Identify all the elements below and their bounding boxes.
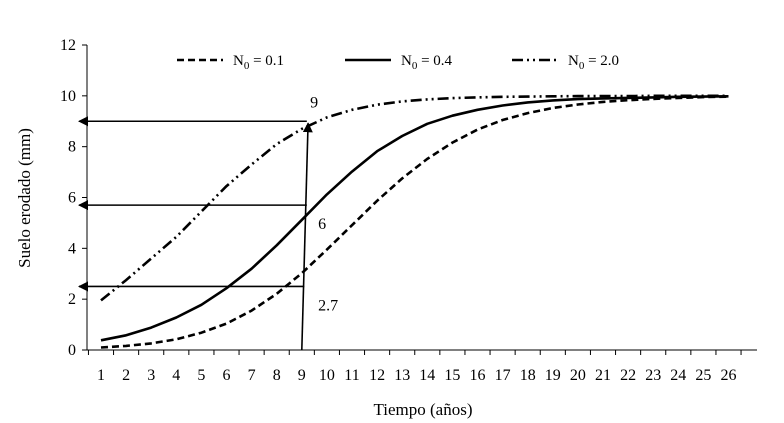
- x-tick-label: 20: [570, 367, 586, 384]
- y-tick-label: 2: [68, 291, 76, 308]
- x-tick-label: 17: [495, 367, 511, 384]
- y-tick-label: 12: [60, 37, 76, 54]
- x-tick-label: 12: [369, 367, 385, 384]
- x-tick-label: 26: [721, 367, 737, 384]
- series-line-2: [100, 95, 729, 342]
- legend-label-2: N0 = 0.4: [401, 53, 453, 72]
- x-tick-label: 6: [223, 367, 231, 384]
- x-tick-label: 19: [545, 367, 561, 384]
- x-tick-label: 3: [147, 367, 155, 384]
- x-tick-label: 2: [122, 367, 130, 384]
- legend: N0 = 0.1 N0 = 0.4 N0 = 2.0: [177, 53, 619, 72]
- annotation-label-1: 9: [310, 94, 318, 111]
- x-tick-label: 15: [444, 367, 460, 384]
- x-tick-label: 8: [273, 367, 281, 384]
- annotation-label-3: 2.7: [318, 297, 338, 314]
- x-tick-label: 4: [172, 367, 180, 384]
- axes: [82, 44, 757, 355]
- x-tick-label: 7: [248, 367, 256, 384]
- x-tick-label: 11: [344, 367, 359, 384]
- x-tick-label: 14: [419, 367, 435, 384]
- legend-label-3: N0 = 2.0: [568, 53, 619, 72]
- x-axis-label: Tiempo (años): [373, 400, 472, 419]
- y-axis-label: Suelo erodado (mm): [15, 128, 34, 268]
- y-tick-label: 10: [60, 88, 76, 105]
- reference-vertical-arrow: [301, 122, 313, 351]
- x-tick-label: 16: [470, 367, 486, 384]
- x-tick-label: 21: [595, 367, 611, 384]
- y-tick-label: 6: [68, 190, 76, 207]
- x-tick-label: 5: [197, 367, 205, 384]
- series-lines: [100, 94, 729, 349]
- x-tick-label: 13: [394, 367, 410, 384]
- series-line-3: [100, 94, 729, 302]
- y-tick-label: 8: [68, 139, 76, 156]
- annotation-labels: 962.7: [310, 94, 338, 314]
- x-tick-label: 10: [319, 367, 335, 384]
- annotation-label-2: 6: [318, 216, 326, 233]
- x-tick-label: 18: [520, 367, 536, 384]
- x-tick-label: 24: [670, 367, 686, 384]
- x-tick-label: 22: [620, 367, 636, 384]
- y-tick-label: 4: [68, 240, 76, 257]
- series-line-1: [100, 95, 729, 349]
- annotation-arrows: [78, 116, 313, 351]
- x-tick-label: 9: [298, 367, 306, 384]
- legend-label-1: N0 = 0.1: [233, 53, 284, 72]
- x-tick-label: 23: [645, 367, 661, 384]
- x-tick-label: 1: [97, 367, 105, 384]
- x-tick-label: 25: [695, 367, 711, 384]
- y-tick-label: 0: [68, 342, 76, 359]
